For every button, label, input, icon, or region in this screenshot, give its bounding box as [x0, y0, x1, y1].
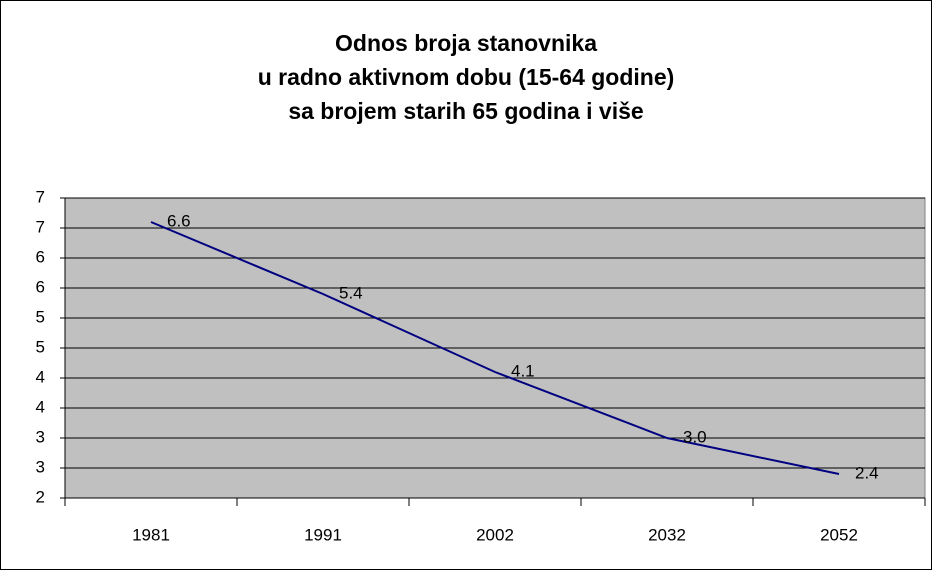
- data-label: 6.6: [167, 211, 191, 230]
- x-tick-label: 1981: [132, 525, 170, 544]
- y-tick-label: 3: [36, 457, 45, 476]
- x-tick-label: 2052: [820, 525, 858, 544]
- x-tick-label: 1991: [304, 525, 342, 544]
- y-tick-label: 2: [36, 487, 45, 506]
- data-label: 3.0: [683, 427, 707, 446]
- y-tick-label: 5: [36, 337, 45, 356]
- y-tick-label: 5: [36, 307, 45, 326]
- y-tick-label: 4: [36, 397, 45, 416]
- chart-title: Odnos broja stanovnika: [335, 30, 597, 56]
- y-tick-label: 7: [36, 187, 45, 206]
- y-tick-label: 6: [36, 277, 45, 296]
- y-tick-label: 6: [36, 247, 45, 266]
- line: [150, 221, 840, 475]
- y-tick-label: 4: [36, 367, 45, 386]
- data-label: 4.1: [511, 361, 535, 380]
- chart-title: sa brojem starih 65 godina i više: [288, 98, 643, 124]
- chart-title: u radno aktivnom dobu (15-64 godine): [258, 64, 675, 90]
- data-label: 5.4: [339, 283, 363, 302]
- y-tick-label: 3: [36, 427, 45, 446]
- x-tick-label: 2002: [476, 525, 514, 544]
- x-tick-label: 2032: [648, 525, 686, 544]
- y-tick-label: 7: [36, 217, 45, 236]
- data-label: 2.4: [855, 463, 879, 482]
